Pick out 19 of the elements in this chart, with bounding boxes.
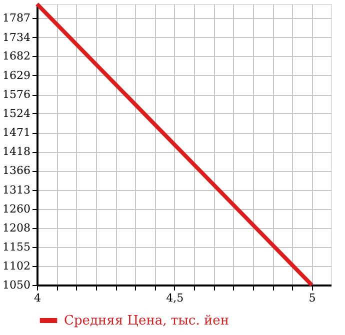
y-tick-label: 1471 [2, 126, 30, 140]
y-tick-label: 1208 [2, 221, 30, 234]
x-tick-label: 4 [34, 292, 41, 304]
y-tick-label: 1787 [2, 12, 30, 25]
y-tick-label: 1629 [2, 68, 30, 82]
y-tick-label: 1418 [2, 145, 30, 158]
y-tick-label: 1313 [2, 183, 30, 196]
y-tick-label: 1102 [2, 260, 30, 273]
y-tick-label: 1050 [2, 278, 30, 292]
y-tick-label: 1524 [2, 106, 30, 120]
y-tick-label: 1366 [2, 164, 30, 178]
y-tick-label: 1155 [2, 240, 30, 254]
legend-label: Средняя Цена, тыс. йен [64, 314, 229, 328]
y-tick-label: 1734 [2, 30, 30, 44]
x-tick-label: 5 [308, 292, 316, 304]
x-tick-label: 4,5 [166, 292, 184, 304]
y-tick-label: 1260 [2, 202, 30, 216]
y-tick-label: 1682 [2, 50, 30, 63]
y-tick-label: 1576 [2, 88, 30, 102]
